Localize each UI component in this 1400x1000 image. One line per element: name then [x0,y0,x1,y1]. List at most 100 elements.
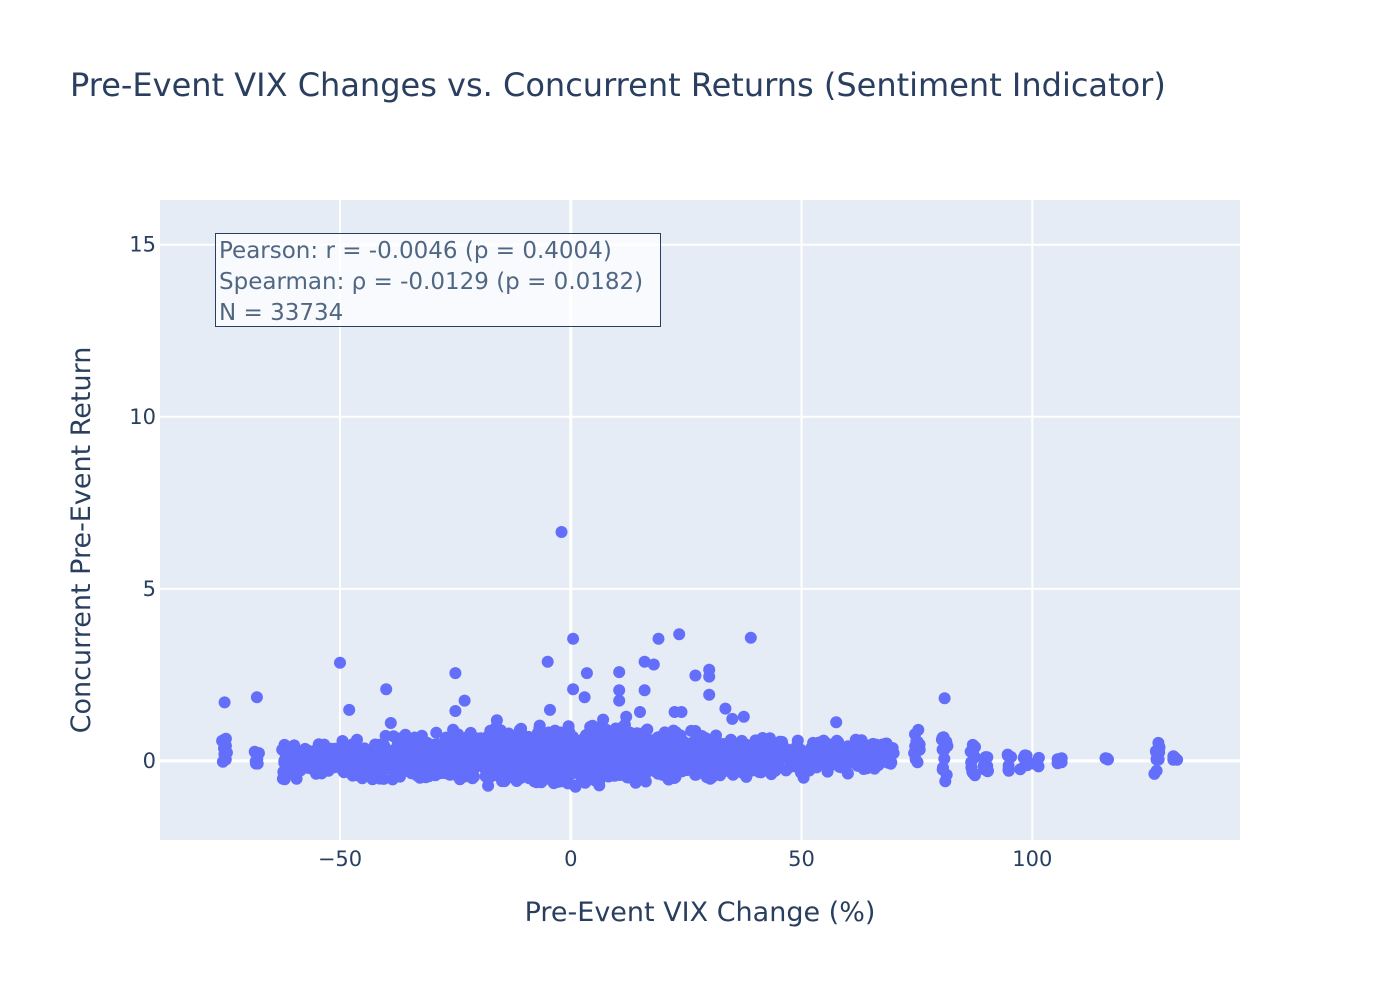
data-point [1002,763,1015,776]
data-point [250,691,263,704]
data-point [379,729,392,742]
data-point [460,742,473,755]
data-point [544,703,556,716]
data-point [710,729,722,742]
data-point [330,746,343,759]
data-point [597,713,610,726]
data-point [881,751,894,764]
data-point [777,740,790,753]
data-point [278,754,291,767]
data-point [249,755,262,768]
data-point [982,764,994,777]
data-point [613,769,626,781]
data-point [384,717,397,729]
data-point [613,684,626,697]
data-point [621,735,633,748]
data-point [343,703,356,716]
data-point [449,705,462,717]
data-point [828,757,841,770]
stats-annotation: Pearson: r = -0.0046 (p = 0.4004) Spearm… [215,233,661,327]
data-point [555,526,568,538]
data-point [1032,760,1045,773]
data-point [609,753,622,766]
data-points [216,526,1184,793]
data-point [569,780,582,793]
data-point [567,683,580,696]
data-point [449,667,462,680]
data-point [623,726,636,739]
data-point [541,655,554,668]
data-point [439,766,452,779]
data-point [476,754,489,767]
data-point [220,746,233,759]
data-point [540,746,553,759]
data-point [714,769,727,782]
data-point [515,722,528,735]
data-point [634,706,646,718]
data-point [830,716,843,729]
data-point [1051,757,1064,770]
data-point [911,735,924,748]
data-point [676,762,689,775]
data-point [649,750,662,763]
data-point [936,743,949,756]
data-point [620,710,633,723]
data-point [558,774,571,786]
data-point [753,760,766,773]
data-point [569,739,582,751]
data-point [486,748,499,761]
data-point [663,757,676,770]
data-point [703,688,716,701]
data-point [1167,750,1180,763]
data-point [1150,746,1163,759]
data-point [482,768,495,781]
data-point [586,744,599,757]
data-point [1001,749,1014,762]
x-tick-label: 0 [564,847,577,871]
data-point [490,714,503,727]
data-point [773,754,785,767]
data-point [416,753,429,766]
data-point [638,655,651,668]
data-point [551,730,564,743]
x-tick-label: 100 [1012,847,1052,871]
data-point [830,738,843,751]
data-point [410,740,423,753]
data-point [580,667,593,680]
y-axis-title: Concurrent Pre-Event Return [66,347,97,734]
data-point [756,732,769,744]
data-point [780,764,793,777]
data-point [685,724,698,737]
data-point [694,731,707,744]
tick-labels: −50 0 50 100 0 5 10 15 [129,233,1052,871]
data-point [553,743,565,756]
data-point [735,734,748,747]
data-point [376,756,389,768]
data-point [454,731,466,744]
data-point [848,739,861,751]
data-point [386,750,399,762]
y-tick-label: 10 [129,405,156,429]
data-point [458,694,471,707]
data-point [979,751,992,764]
data-point [299,742,312,755]
data-point [362,760,375,773]
data-point [909,753,922,766]
data-point [613,666,626,679]
data-point [793,759,806,772]
data-point [645,734,658,747]
data-point [451,748,464,761]
data-point [613,694,626,707]
data-point [380,683,393,696]
data-point [788,750,801,763]
data-point [498,775,511,788]
y-tick-label: 0 [143,749,156,773]
data-point [303,755,316,768]
data-point [420,743,433,756]
data-point [719,702,732,715]
data-point [290,752,303,765]
y-tick-label: 15 [129,233,156,257]
data-point [1100,752,1113,765]
data-point [738,749,751,762]
data-point [1148,767,1161,780]
